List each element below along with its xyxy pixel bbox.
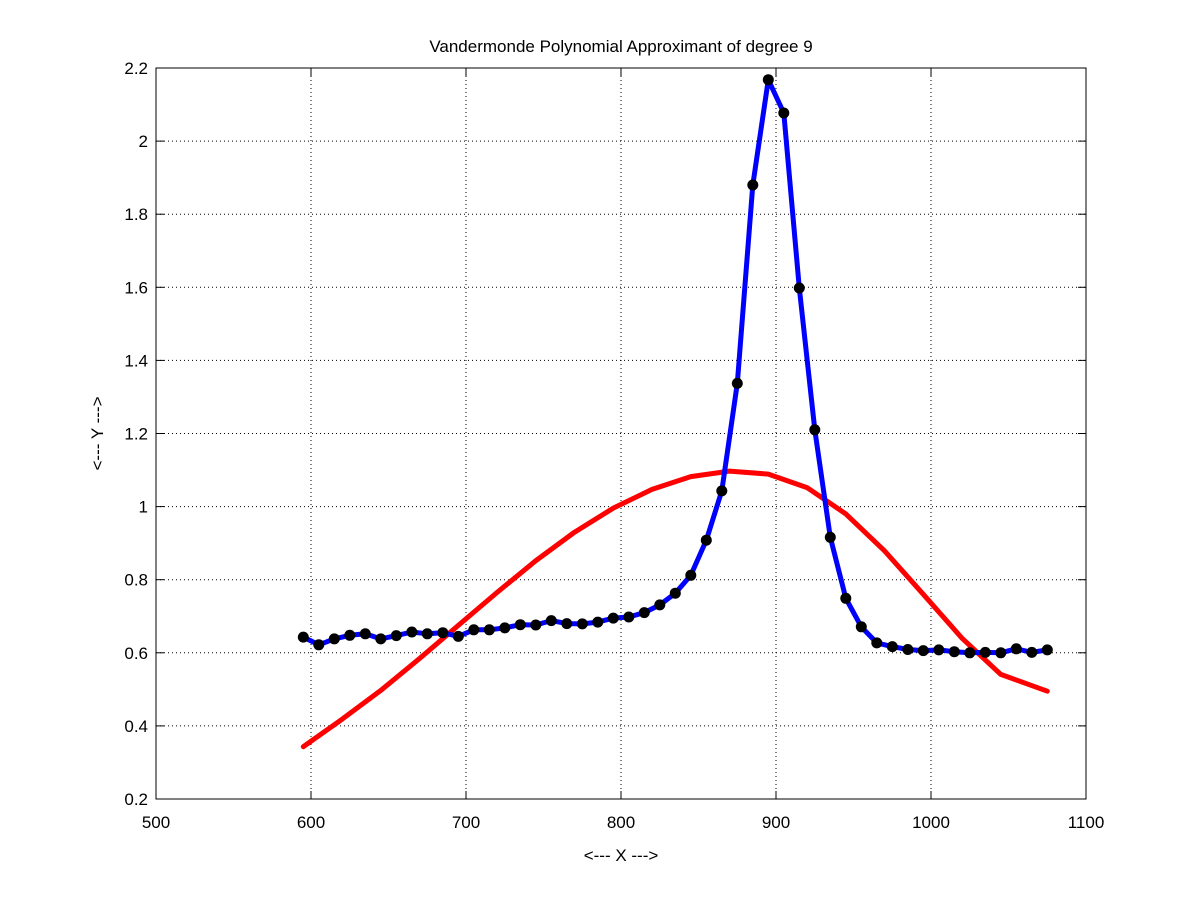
data-point-marker xyxy=(716,485,728,497)
data-point-marker xyxy=(840,592,852,604)
data-point-marker xyxy=(933,644,945,656)
x-tick-label: 900 xyxy=(762,813,790,832)
data-point-marker xyxy=(437,627,449,639)
data-point-marker xyxy=(824,531,836,543)
data-point-marker xyxy=(359,628,371,640)
x-tick-label: 800 xyxy=(607,813,635,832)
data-point-marker xyxy=(375,633,387,645)
y-tick-label: 2.2 xyxy=(124,59,148,78)
y-tick-label: 1.6 xyxy=(124,278,148,297)
data-point-marker xyxy=(390,630,402,642)
data-point-marker xyxy=(778,107,790,119)
data-point-marker xyxy=(917,645,929,657)
data-point-marker xyxy=(328,633,340,645)
y-tick-label: 0.2 xyxy=(124,790,148,809)
data-point-marker xyxy=(623,611,635,623)
y-tick-label: 0.4 xyxy=(124,717,148,736)
data-point-marker xyxy=(762,74,774,86)
y-axis-label: <--- Y ---> xyxy=(88,396,107,470)
data-point-marker xyxy=(654,599,666,611)
chart-title: Vandermonde Polynomial Approximant of de… xyxy=(429,37,812,56)
y-tick-labels: 0.2 0.4 0.6 0.8 1 1.2 1.4 1.6 1.8 2 2.2 xyxy=(124,59,148,809)
data-point-marker xyxy=(700,534,712,546)
data-point-marker xyxy=(902,644,914,655)
data-point-marker xyxy=(344,629,356,641)
data-point-marker xyxy=(731,377,743,389)
data-point-marker xyxy=(607,612,619,624)
x-tick-label: 1100 xyxy=(1068,813,1105,832)
data-point-marker xyxy=(886,641,898,653)
y-tick-label: 1.2 xyxy=(124,425,148,444)
data-point-marker xyxy=(685,569,697,581)
data-point-marker xyxy=(514,619,526,631)
data-point-marker xyxy=(809,424,821,436)
data-point-marker xyxy=(1010,643,1022,655)
data-point-marker xyxy=(483,624,495,636)
data-point-marker xyxy=(669,587,681,599)
data-point-marker xyxy=(1041,644,1053,656)
data-point-marker xyxy=(948,646,960,658)
data-point-marker xyxy=(793,282,805,294)
data-point-marker xyxy=(313,639,325,651)
series-0 xyxy=(297,74,1053,659)
series-1 xyxy=(300,468,1050,750)
data-point-marker xyxy=(964,647,976,659)
axis-ticks xyxy=(155,67,1087,800)
data-point-marker xyxy=(592,616,604,628)
data-point-marker xyxy=(499,622,511,634)
y-tick-label: 1.4 xyxy=(124,351,148,370)
x-axis-label: <--- X ---> xyxy=(584,846,659,865)
x-tick-labels: 500 600 700 800 900 1000 1100 xyxy=(142,813,1104,832)
series-line xyxy=(300,468,1050,750)
data-point-marker xyxy=(406,626,418,638)
x-tick-label: 600 xyxy=(297,813,325,832)
data-point-marker xyxy=(297,631,309,643)
data-point-marker xyxy=(452,630,464,642)
x-tick-label: 1000 xyxy=(912,813,950,832)
data-point-marker xyxy=(576,618,588,630)
series-group xyxy=(297,74,1053,750)
data-point-marker xyxy=(871,637,883,649)
data-point-marker xyxy=(545,615,557,627)
data-point-marker xyxy=(530,619,542,631)
data-point-marker xyxy=(979,646,991,658)
x-tick-label: 700 xyxy=(452,813,480,832)
data-point-marker xyxy=(855,621,867,633)
data-point-marker xyxy=(561,618,573,630)
y-tick-label: 0.8 xyxy=(124,571,148,590)
data-point-marker xyxy=(747,179,759,191)
data-point-marker xyxy=(421,628,433,640)
y-tick-label: 2 xyxy=(139,132,148,151)
y-tick-label: 0.6 xyxy=(124,644,148,663)
x-tick-label: 500 xyxy=(142,813,170,832)
data-point-marker xyxy=(468,624,480,636)
y-tick-label: 1 xyxy=(139,498,148,517)
data-point-marker xyxy=(638,607,650,619)
y-tick-label: 1.8 xyxy=(124,205,148,224)
data-point-marker xyxy=(1026,646,1038,658)
data-point-marker xyxy=(995,647,1007,659)
